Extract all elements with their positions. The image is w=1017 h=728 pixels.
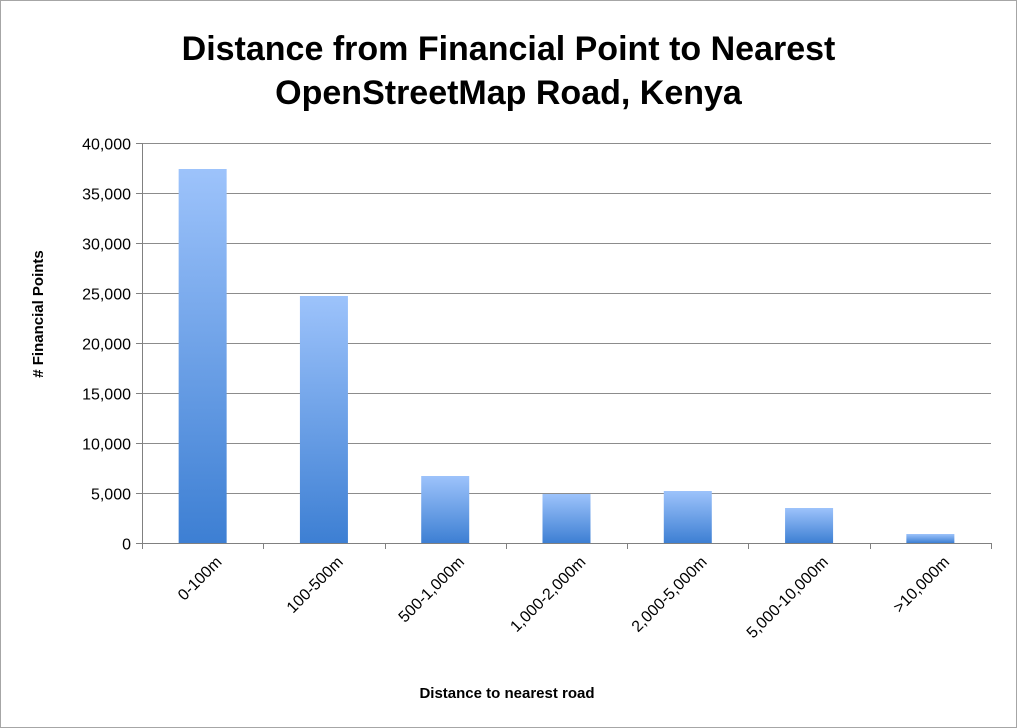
- y-tick-label: 0: [122, 537, 131, 554]
- y-tick-label: 5,000: [91, 487, 131, 504]
- bar: [663, 491, 712, 543]
- x-axis-title: Distance to nearest road: [419, 685, 594, 702]
- axes: [142, 143, 991, 544]
- y-tick-label: 20,000: [82, 337, 131, 354]
- x-axis-ticks: 0-100m 100-500m 500-1,000m 1,000-2,000m 2,00…: [142, 543, 992, 642]
- chart-title-line-1: Distance from Financial Point to Nearest: [181, 30, 836, 68]
- gridlines: [142, 143, 991, 494]
- x-tick-label: 500-1,000m: [396, 554, 468, 626]
- y-tick-label: 25,000: [82, 287, 131, 304]
- chart-title: Distance from Financial Point to Nearest…: [1, 27, 1016, 115]
- chart-title-line-2: OpenStreetMap Road, Kenya: [275, 74, 742, 112]
- bar: [906, 534, 955, 543]
- bar: [178, 169, 227, 543]
- bar: [421, 476, 470, 543]
- x-tick-label: 2,000-5,000m: [629, 554, 711, 636]
- y-axis-ticks: 0 5,000 10,000 15,000 20,000 25,000 30,000 35,0…: [82, 137, 142, 554]
- x-tick-label: >10,000m: [891, 554, 954, 617]
- bars: [178, 169, 955, 543]
- x-tick-label: 1,000-2,000m: [507, 554, 589, 636]
- bar: [542, 494, 591, 543]
- y-tick-label: 15,000: [82, 387, 131, 404]
- x-tick-label: 5,000-10,000m: [744, 554, 832, 642]
- y-tick-label: 35,000: [82, 187, 131, 204]
- y-tick-label: 30,000: [82, 237, 131, 254]
- x-tick-label: 0-100m: [175, 554, 225, 604]
- y-tick-label: 40,000: [82, 137, 131, 154]
- y-axis-title: # Financial Points: [30, 250, 47, 378]
- bar: [299, 296, 348, 543]
- y-tick-label: 10,000: [82, 437, 131, 454]
- bar: [785, 508, 834, 543]
- x-tick-label: 100-500m: [284, 554, 347, 617]
